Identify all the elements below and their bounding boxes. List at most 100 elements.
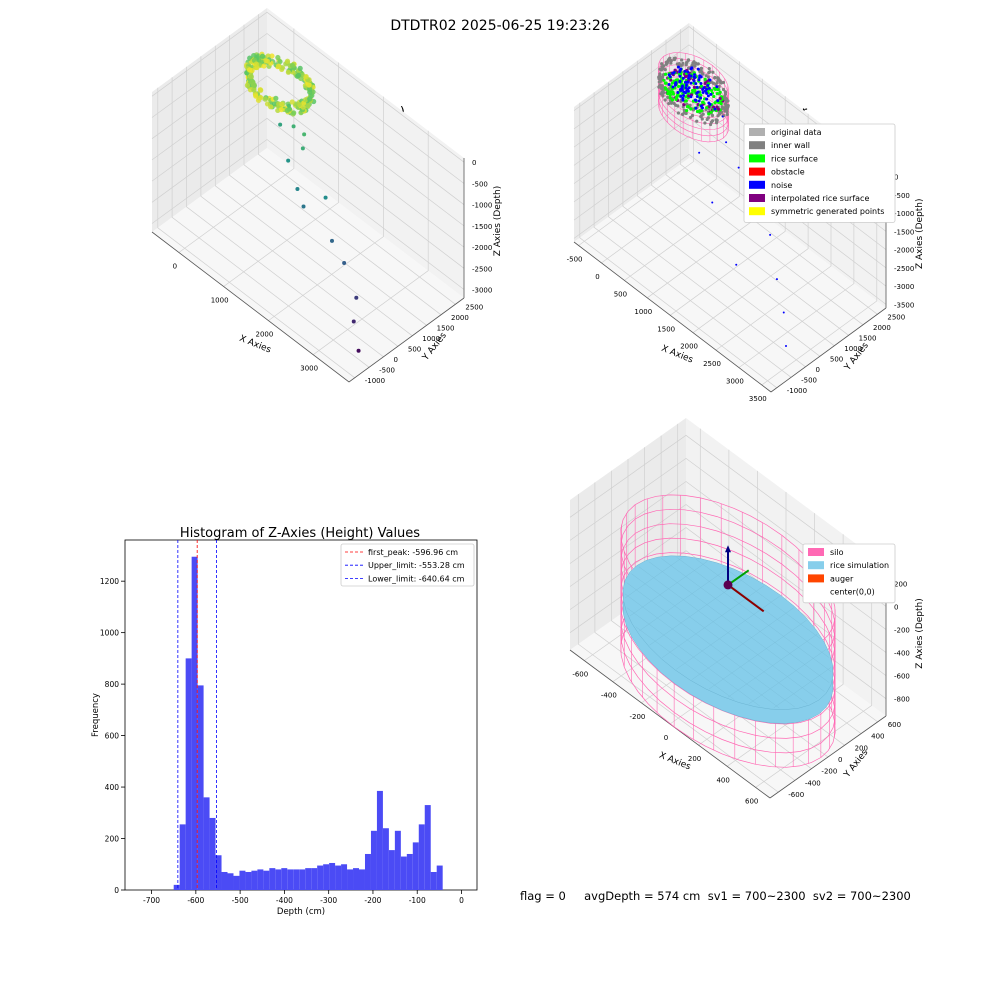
- classify-noise-cluster-point: [705, 97, 709, 101]
- top-left-ytick-label: 1000: [422, 335, 440, 343]
- classify-inner-wall-point: [660, 62, 664, 66]
- histogram-bar: [287, 869, 294, 890]
- classify-noise-cluster-point: [701, 90, 705, 94]
- top-right-ztick-label: -500: [894, 192, 910, 200]
- classify-rice-point: [718, 90, 722, 94]
- raw-outlier-point: [291, 124, 296, 129]
- classify-inner-wall-point: [692, 60, 696, 64]
- raw-point: [244, 82, 251, 88]
- classify-noise-point: [785, 344, 788, 347]
- classify-rice-point: [716, 107, 721, 111]
- simulation-rice-mesh: [773, 667, 831, 709]
- bottom-right-ylabel: Y Axies: [842, 748, 871, 781]
- classify-legend-label: interpolated rice surface: [771, 194, 869, 203]
- classify-noise-point: [775, 278, 778, 281]
- status-footer: flag = 0 avgDepth = 574 cm sv1 = 700~230…: [520, 889, 911, 903]
- histogram-ytick-label: 1200: [100, 577, 119, 586]
- top-right-ztick-label: -2000: [894, 247, 914, 255]
- classify-inner-wall-point: [684, 61, 689, 65]
- classify-rice-point: [692, 85, 697, 89]
- top-left-ztick-label: -500: [472, 180, 488, 188]
- classify-rice-point: [705, 105, 709, 110]
- raw-point: [259, 53, 266, 59]
- classify-rice-point: [666, 89, 670, 93]
- histogram-bar: [191, 556, 198, 890]
- classify-noise-cluster-point: [681, 76, 685, 80]
- histogram-legend-frame: [340, 543, 475, 587]
- classify-inner-wall-point: [660, 92, 664, 96]
- histogram-bar: [173, 884, 180, 890]
- top-right-xtick-label: 1000: [634, 308, 652, 316]
- classify-noise-cluster-point: [706, 83, 710, 87]
- classify-points: [657, 52, 788, 347]
- classify-inner-wall-point: [660, 75, 664, 80]
- classify-inner-wall-point: [695, 119, 699, 123]
- simulation-rice-mesh: [708, 620, 807, 690]
- top-right-ygrid: [651, 50, 849, 336]
- histogram-ytick-label: 0: [114, 886, 119, 895]
- histogram-xtick-label: -100: [409, 896, 426, 905]
- bottom-right-zgrid: [569, 434, 887, 584]
- simulation-legend-frame: [802, 543, 896, 604]
- classify-legend-swatch: [749, 128, 765, 136]
- raw-outlier-point: [301, 204, 306, 209]
- histogram-bar: [317, 865, 324, 890]
- top-right-ygrid: [608, 81, 806, 368]
- classify-legend-label: original data: [771, 128, 822, 137]
- classify-rice-point: [689, 107, 693, 111]
- classify-inner-wall-point: [657, 76, 661, 81]
- bottom-right-xtick-label: 400: [716, 776, 729, 784]
- raw-point: [291, 110, 297, 116]
- top-left-zgrid: [151, 75, 465, 227]
- top-right-ytick-label: -500: [801, 376, 817, 384]
- classify-inner-wall-point: [701, 72, 705, 76]
- classify-rice-point: [675, 93, 680, 97]
- raw-point: [250, 81, 257, 88]
- histogram-bar: [257, 869, 264, 890]
- classify-noise-cluster-point: [681, 96, 685, 100]
- classify-inner-wall-point: [724, 104, 729, 108]
- histogram-legend-label: Lower_limit: -640.64 cm: [368, 574, 465, 583]
- histogram-bar: [370, 830, 377, 890]
- classify-noise-cluster-point: [709, 92, 713, 96]
- classify-inner-wall-point: [711, 70, 715, 74]
- simulation-marks: [620, 494, 836, 768]
- classify-inner-wall-point: [675, 62, 679, 66]
- top-right-ytick-label: -1000: [787, 387, 807, 395]
- classify-inner-wall-point: [725, 112, 729, 117]
- classify-rice-point: [674, 78, 679, 82]
- classify-inner-wall-point: [680, 58, 684, 62]
- top-left-xtick-label: 3000: [300, 365, 318, 373]
- histogram-bar: [424, 805, 431, 890]
- classify-rice-point: [685, 108, 689, 113]
- histogram-xtick-label: -200: [364, 896, 381, 905]
- classify-noise-point: [769, 233, 772, 236]
- simulation-rice-mesh: [695, 558, 830, 658]
- classify-legend-frame: [743, 123, 896, 223]
- classify-noise-cluster-point: [676, 65, 680, 69]
- classify-noise-cluster-point: [672, 70, 676, 74]
- classify-rice-point: [712, 94, 716, 99]
- raw-point: [277, 58, 283, 65]
- histogram-bar: [203, 797, 210, 890]
- classify-rice-point: [669, 78, 673, 82]
- histogram-bar: [311, 868, 318, 890]
- raw-outlier-point: [342, 260, 347, 265]
- histogram-bar: [359, 869, 365, 890]
- histogram-xlabel: Depth (cm): [277, 907, 325, 917]
- classify-noise-cluster-point: [676, 91, 680, 95]
- classify-noise-point: [698, 151, 701, 154]
- classify-inner-wall-point: [688, 115, 693, 119]
- classify-noise-cluster-point: [695, 94, 699, 98]
- classify-inner-wall-point: [703, 121, 707, 125]
- histogram-xtick-label: 0: [459, 896, 464, 905]
- simulation-legend-label: rice simulation: [830, 561, 889, 570]
- histogram-bar: [227, 873, 234, 890]
- histogram-bar: [335, 865, 342, 890]
- classify-rice-point: [663, 86, 667, 90]
- histogram-ytick-label: 1000: [100, 629, 119, 638]
- top-right-floor-pane: [574, 158, 886, 392]
- classify-noise-cluster-point: [689, 81, 693, 85]
- simulation-legend-label: silo: [830, 548, 844, 557]
